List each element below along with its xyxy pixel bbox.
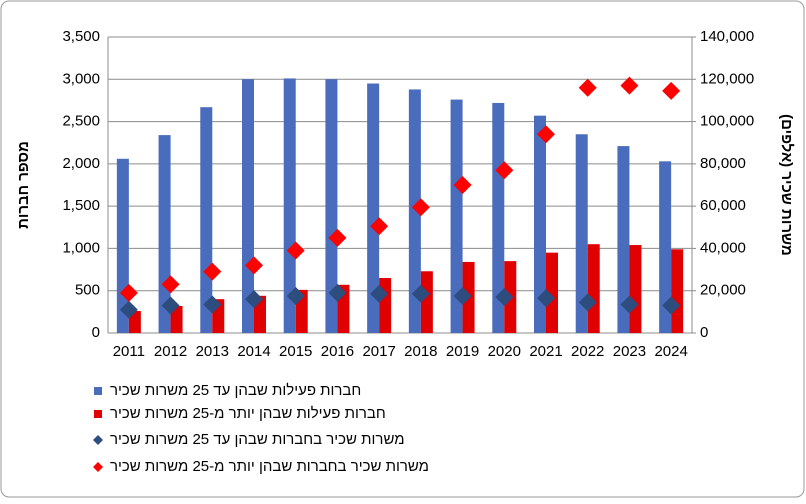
diamond-point xyxy=(537,125,555,144)
y-tick-label: 1,000 xyxy=(62,239,100,256)
bar xyxy=(170,305,183,333)
y-tick-label: 500 xyxy=(75,282,100,299)
legend-label: חברות פעילות שבהן עד 25 משרות שכיר xyxy=(110,382,361,399)
y-tick-label: 1,500 xyxy=(62,197,100,214)
bar xyxy=(671,249,684,333)
y2-tick-label: 120,000 xyxy=(700,70,754,87)
y2-axis-title: משרות שכיר (אלפים) xyxy=(778,114,795,256)
legend-label: חברות פעילות שבהן יותר מ-25 משרות שכיר xyxy=(110,405,386,422)
legend-swatch xyxy=(94,410,102,418)
x-tick-label: 2019 xyxy=(446,343,479,360)
bar xyxy=(379,278,392,333)
legend-swatch xyxy=(93,462,103,472)
x-tick-label: 2017 xyxy=(362,343,395,360)
diamond-point xyxy=(453,176,472,194)
x-tick-label: 2022 xyxy=(571,343,604,360)
diamond-point xyxy=(578,78,597,97)
diamond-point xyxy=(328,283,347,302)
x-tick-label: 2012 xyxy=(154,343,187,360)
diamond-point xyxy=(620,76,639,95)
y2-tick-label: 0 xyxy=(700,324,708,341)
bar xyxy=(367,83,380,333)
bar xyxy=(420,271,433,333)
bar xyxy=(325,79,338,334)
x-tick-label: 2024 xyxy=(654,343,687,360)
x-tick-label: 2020 xyxy=(488,343,521,360)
diamond-point xyxy=(453,287,472,305)
diamond-point xyxy=(370,284,389,303)
diamond-point xyxy=(203,262,222,281)
legend-swatch xyxy=(94,387,102,395)
diamond-point xyxy=(411,284,430,303)
diamond-point xyxy=(119,283,138,302)
diamond-point xyxy=(578,293,597,312)
y2-tick-label: 60,000 xyxy=(700,197,746,214)
diamond-point xyxy=(286,287,305,305)
diamond-point xyxy=(119,300,138,319)
x-tick-label: 2014 xyxy=(237,343,270,360)
diamond-point xyxy=(370,217,389,236)
diamond-point xyxy=(662,296,681,315)
x-tick-label: 2011 xyxy=(113,343,145,360)
bar xyxy=(283,78,296,333)
diamond-point xyxy=(537,289,555,308)
x-tick-label: 2018 xyxy=(404,343,437,360)
bar xyxy=(492,102,505,333)
diamond-point xyxy=(328,228,347,247)
diamond-point xyxy=(203,295,222,314)
bar xyxy=(450,99,463,333)
bar xyxy=(534,115,546,333)
diamond-point xyxy=(245,290,263,309)
bar xyxy=(659,161,672,333)
diamond-point xyxy=(495,161,514,180)
bar xyxy=(629,245,642,333)
x-tick-label: 2015 xyxy=(279,343,312,360)
legend-label: משרות שכיר בחברות שבהן עד 25 משרות שכיר xyxy=(110,431,405,448)
x-tick-label: 2021 xyxy=(529,343,562,360)
bar xyxy=(617,146,630,333)
x-tick-label: 2013 xyxy=(196,343,229,360)
x-tick-label: 2023 xyxy=(613,343,646,360)
y2-tick-label: 80,000 xyxy=(700,155,746,172)
diamond-point xyxy=(411,198,430,217)
diamond-point xyxy=(620,295,639,314)
y-tick-label: 3,500 xyxy=(62,28,100,45)
y2-tick-label: 100,000 xyxy=(700,113,754,130)
y-tick-label: 3,000 xyxy=(62,70,100,87)
y2-tick-label: 40,000 xyxy=(700,239,746,256)
diamond-point xyxy=(286,241,305,260)
y2-tick-label: 20,000 xyxy=(700,282,746,299)
diamond-point xyxy=(161,275,180,294)
bar xyxy=(587,244,600,333)
diamond-point xyxy=(161,296,180,315)
bar xyxy=(546,252,558,333)
y-tick-label: 2,500 xyxy=(62,113,100,130)
diamond-point xyxy=(495,288,514,307)
y-axis-title: מספר חברות xyxy=(15,141,32,229)
bar xyxy=(575,134,588,333)
legend-swatch xyxy=(93,435,103,445)
y-tick-label: 0 xyxy=(92,324,100,341)
x-tick-label: 2016 xyxy=(321,343,354,360)
legend-label: משרות שכיר בחברות שבהן יותר מ-25 משרות ש… xyxy=(110,458,429,475)
diamond-point xyxy=(662,81,681,100)
y-tick-label: 2,000 xyxy=(62,155,100,172)
diamond-point xyxy=(245,256,263,275)
bar xyxy=(408,89,421,333)
bar xyxy=(128,311,141,333)
y2-tick-label: 140,000 xyxy=(700,28,754,45)
